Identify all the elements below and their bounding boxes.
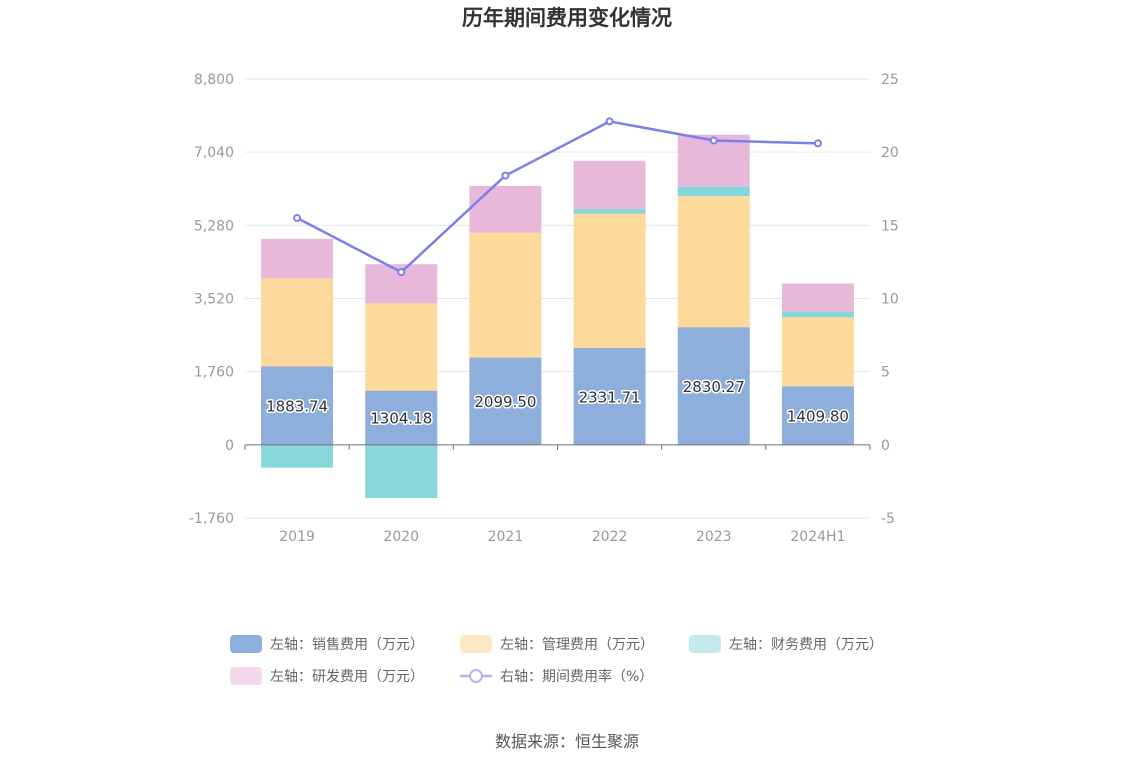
- rate-point-2023: [709, 136, 718, 145]
- bar-finance-2023: [677, 186, 750, 197]
- bar-finance-2022: [573, 209, 646, 214]
- rate-point-2024H1: [813, 139, 822, 148]
- bar-sales-2022: [573, 347, 646, 445]
- bar-rd-2022: [573, 160, 646, 210]
- bar-finance-2019: [261, 444, 334, 468]
- rate-line-path: [296, 120, 818, 274]
- category-label-2022: 2022: [592, 529, 628, 545]
- grid: [245, 78, 870, 519]
- right-tick-label: 25: [881, 72, 899, 88]
- sales-value-label-2020: 1304.18: [370, 410, 432, 428]
- bar-sales-2024H1: [781, 386, 854, 445]
- bar-sales-2019: [261, 366, 334, 445]
- right-tick-label: 5: [881, 365, 890, 381]
- legend-label-rate: 右轴：期间费用率（%）: [500, 668, 653, 685]
- bar-admin-2019: [261, 278, 334, 367]
- bar-admin-2023: [677, 196, 750, 328]
- legend-swatch-finance: [689, 635, 721, 653]
- bar-sales-2021: [469, 357, 542, 445]
- legend-item-admin[interactable]: 左轴：管理费用（万元）: [460, 635, 654, 653]
- bar-labels: 1883.74 1304.18 2099.50 2331.71 2830.27 1409.…: [265, 377, 851, 430]
- right-tick-label: 10: [881, 292, 899, 308]
- source-note: 数据来源：恒生聚源: [495, 732, 639, 751]
- rate-point-2019: [293, 214, 302, 223]
- rate-point-2021: [501, 171, 510, 180]
- legend-label-sales: 左轴：销售费用（万元）: [270, 637, 424, 653]
- category-label-2023: 2023: [696, 529, 732, 545]
- left-tick-label: 0: [225, 438, 234, 454]
- left-tick-label: 1,760: [194, 365, 234, 381]
- bar-sales-2020: [365, 390, 438, 445]
- legend[interactable]: 左轴：销售费用（万元） 左轴：管理费用（万元） 左轴：财务费用（万元） 左轴：研发费用…: [230, 635, 883, 685]
- bars: [261, 134, 854, 499]
- legend-label-rd: 左轴：研发费用（万元）: [270, 669, 424, 685]
- rate-line: [293, 117, 822, 277]
- bar-admin-2021: [469, 232, 542, 358]
- bar-finance-2020: [365, 444, 438, 499]
- bar-admin-2020: [365, 303, 438, 391]
- category-label-2021: 2021: [488, 529, 524, 545]
- bar-rd-2024H1: [781, 283, 854, 312]
- legend-item-rd[interactable]: 左轴：研发费用（万元）: [230, 667, 424, 685]
- bar-finance-2024H1: [781, 311, 854, 318]
- rate-point-2022: [605, 117, 614, 126]
- legend-swatch-rd: [230, 667, 262, 685]
- category-labels: 2019 2020 2021 2022 2023 2024H1: [279, 529, 845, 545]
- sales-value-label-2024H1: 1409.80: [787, 408, 849, 426]
- right-tick-label: -5: [881, 511, 895, 527]
- left-axis: -1,760 0 1,760 3,520 5,280 7,040 8,800: [189, 72, 234, 527]
- rate-point-2020: [397, 268, 406, 277]
- left-tick-label: -1,760: [189, 511, 234, 527]
- sales-value-label-2021: 2099.50: [474, 393, 536, 411]
- right-axis: -5 0 5 10 15 20 25: [881, 72, 899, 527]
- x-axis: [244, 444, 871, 450]
- category-label-2020: 2020: [383, 529, 419, 545]
- bar-sales-2023: [677, 327, 750, 445]
- legend-swatch-sales: [230, 635, 262, 653]
- bar-rd-2019: [261, 238, 334, 279]
- sales-value-label-2022: 2331.71: [579, 388, 641, 406]
- category-label-2019: 2019: [279, 529, 315, 545]
- sales-value-label-2023: 2830.27: [683, 378, 745, 396]
- legend-label-admin: 左轴：管理费用（万元）: [500, 637, 654, 653]
- bar-admin-2022: [573, 213, 646, 348]
- chart-title: 历年期间费用变化情况: [462, 6, 672, 30]
- bar-rd-2021: [469, 185, 542, 233]
- sales-value-label-2019: 1883.74: [266, 398, 328, 416]
- category-label-2024H1: 2024H1: [790, 529, 845, 545]
- left-tick-label: 5,280: [194, 218, 234, 234]
- right-tick-label: 0: [881, 438, 890, 454]
- legend-label-finance: 左轴：财务费用（万元）: [729, 637, 883, 653]
- legend-item-rate[interactable]: 右轴：期间费用率（%）: [460, 668, 653, 685]
- left-tick-label: 8,800: [194, 72, 234, 88]
- bar-admin-2024H1: [781, 317, 854, 387]
- left-tick-label: 3,520: [194, 292, 234, 308]
- right-tick-label: 15: [881, 218, 899, 234]
- legend-line-marker: [469, 669, 483, 683]
- legend-item-finance[interactable]: 左轴：财务费用（万元）: [689, 635, 883, 653]
- right-tick-label: 20: [881, 145, 899, 161]
- legend-item-sales[interactable]: 左轴：销售费用（万元）: [230, 635, 424, 653]
- legend-swatch-admin: [460, 635, 492, 653]
- left-tick-label: 7,040: [194, 145, 234, 161]
